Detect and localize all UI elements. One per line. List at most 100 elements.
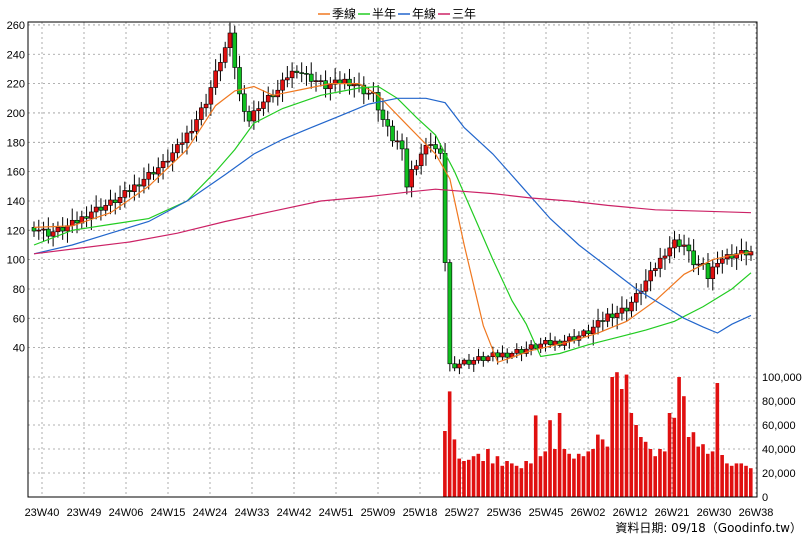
candle-body-101: [514, 349, 520, 354]
volume-bar-96: [490, 463, 495, 497]
volume-bar-149: [744, 465, 748, 497]
candle-body-97: [495, 352, 500, 358]
x-tick-5: 24W33: [235, 507, 270, 519]
candle-body-67: [351, 84, 357, 87]
price-tick-6: 160: [7, 167, 25, 179]
candle-body-124: [624, 307, 630, 312]
price-tick-0: 40: [13, 343, 25, 355]
volume-bar-102: [519, 468, 524, 497]
x-tick-14: 26W12: [613, 507, 648, 519]
volume-bar-141: [705, 453, 710, 497]
candle-body-131: [657, 257, 663, 269]
candle-body-33: [189, 130, 195, 134]
legend-label-1: 半年: [372, 7, 396, 21]
volume-bar-138: [691, 432, 696, 497]
price-axis-ticks: 40 60 80 100 120 140 160 180 200 220 240 260: [7, 20, 25, 355]
price-tick-3: 100: [7, 255, 25, 267]
candle-body-1: [36, 229, 42, 232]
candle-body-80: [414, 165, 419, 170]
candle-body-136: [681, 244, 687, 247]
x-axis-ticks: 23W40 23W49 24W06 24W15 24W24 24W33 24W42 24W51…: [25, 507, 774, 519]
volume-bar-115: [581, 456, 586, 497]
candle-body-143: [715, 263, 720, 268]
candle-body-48: [261, 101, 266, 109]
x-tick-13: 26W02: [571, 507, 606, 519]
candle-body-43: [237, 67, 242, 95]
candle-body-32: [184, 132, 190, 144]
ma-line-1: [33, 85, 752, 358]
candle-body-9: [74, 219, 80, 224]
candle-body-134: [672, 239, 677, 249]
volume-bar-123: [619, 389, 624, 497]
candle-body-22: [136, 184, 142, 187]
volume-bar-86: [443, 431, 447, 497]
volume-bar-92: [471, 456, 476, 497]
volume-tick-3: 60,000: [762, 420, 796, 432]
candle-body-54: [289, 70, 295, 79]
volume-bar-144: [720, 455, 724, 497]
x-tick-12: 25W45: [529, 507, 564, 519]
candle-body-11: [84, 216, 89, 219]
x-tick-8: 25W09: [361, 507, 396, 519]
candle-body-115: [581, 330, 587, 337]
candle-body-42: [232, 32, 238, 68]
x-tick-6: 24W42: [277, 507, 312, 519]
volume-bar-147: [734, 463, 739, 497]
plot-border: [27, 21, 758, 498]
candle-body-78: [404, 148, 410, 188]
candle-body-81: [418, 153, 424, 167]
candle-body-20: [127, 190, 132, 192]
candle-body-119: [600, 320, 606, 322]
volume-bar-142: [710, 451, 715, 497]
volume-bar-107: [543, 451, 548, 497]
candle-body-21: [132, 184, 137, 192]
candle-body-89: [457, 363, 462, 369]
volume-bar-146: [729, 465, 734, 497]
candle-body-125: [629, 301, 634, 312]
candle-body-92: [471, 360, 477, 365]
candle-body-41: [227, 32, 233, 48]
candle-body-4: [50, 231, 56, 237]
ma-line-2: [33, 97, 752, 334]
volume-bar-95: [486, 449, 490, 497]
x-tick-16: 26W30: [697, 507, 732, 519]
volume-tick-0: 0: [762, 492, 768, 504]
volume-bar-93: [476, 453, 481, 497]
candle-body-23: [141, 178, 147, 187]
legend-label-3: 三年: [452, 7, 476, 21]
volume-bar-126: [634, 425, 638, 497]
candle-body-62: [328, 84, 333, 90]
x-tick-11: 25W36: [487, 507, 522, 519]
volume-bar-89: [457, 458, 462, 497]
candle-body-82: [423, 144, 429, 155]
candle-body-142: [710, 266, 716, 280]
candle-body-18: [117, 196, 123, 203]
candle-body-45: [246, 111, 252, 122]
candle-body-132: [662, 255, 668, 259]
x-tick-7: 24W51: [319, 507, 354, 519]
volume-bar-132: [662, 451, 667, 497]
x-tick-0: 23W40: [25, 507, 60, 519]
candle-body-39: [218, 62, 223, 72]
price-tick-2: 80: [13, 284, 25, 296]
candle-body-59: [313, 80, 319, 82]
volume-tick-4: 80,000: [762, 396, 796, 408]
candle-body-83: [428, 144, 434, 146]
volume-bar-110: [557, 413, 562, 497]
candle-body-95: [485, 356, 491, 361]
candle-body-65: [342, 78, 348, 84]
candle-body-19: [122, 190, 128, 198]
candle-body-34: [194, 119, 199, 132]
price-tick-8: 200: [7, 108, 25, 120]
candle-body-28: [165, 160, 171, 163]
volume-bar-103: [524, 461, 528, 497]
candle-body-120: [605, 313, 610, 322]
price-tick-7: 180: [7, 137, 25, 149]
candle-body-77: [399, 140, 405, 150]
volume-bar-109: [553, 449, 557, 497]
volume-bar-117: [591, 449, 595, 497]
plot-frame: [27, 21, 758, 498]
candle-body-17: [112, 199, 118, 203]
volume-tick-1: 20,000: [762, 468, 796, 480]
